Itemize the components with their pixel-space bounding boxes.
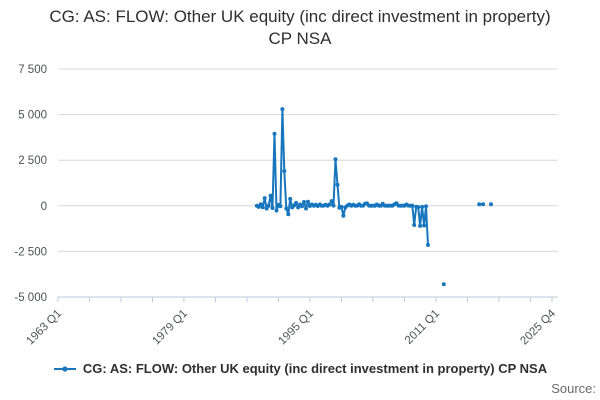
data-point-marker xyxy=(284,206,289,211)
x-tick-label: 1995 Q1 xyxy=(276,308,316,348)
data-point-marker xyxy=(477,202,482,207)
legend-series-label: CG: AS: FLOW: Other UK equity (inc direc… xyxy=(82,361,548,376)
data-point-marker xyxy=(329,199,334,204)
data-point-marker xyxy=(288,196,293,201)
data-point-marker xyxy=(489,202,493,207)
data-point-marker xyxy=(410,203,415,208)
data-point-marker xyxy=(424,204,428,209)
data-point-marker xyxy=(272,131,277,136)
data-point-marker xyxy=(302,200,306,204)
y-tick-label: -5 000 xyxy=(14,292,47,304)
x-axis: 1963 Q1 1979 Q1 1995 Q1 2011 Q1 2025 Q4 xyxy=(24,296,559,348)
data-point-marker xyxy=(416,205,421,210)
data-point-marker xyxy=(331,203,336,208)
chart-title: CG: AS: FLOW: Other UK equity (inc direc… xyxy=(49,7,551,49)
data-point-marker xyxy=(282,169,287,174)
series-path xyxy=(256,108,429,246)
data-point-marker xyxy=(339,204,344,209)
data-point-marker xyxy=(258,202,263,207)
data-point-marker xyxy=(420,204,425,209)
data-point-marker xyxy=(270,206,275,210)
data-point-marker xyxy=(262,196,267,201)
data-point-marker xyxy=(260,205,265,210)
x-tick-label: 1963 Q1 xyxy=(24,308,64,348)
data-point-marker xyxy=(327,202,332,207)
y-axis-labels: 7 500 5 000 2 500 0 -2 500 -5 000 xyxy=(14,64,47,304)
legend-item[interactable]: CG: AS: FLOW: Other UK equity (inc direc… xyxy=(0,361,600,376)
data-point-marker xyxy=(274,208,279,213)
data-point-marker xyxy=(426,243,430,247)
y-tick-label: 2 500 xyxy=(18,155,47,167)
legend-series-marker-icon xyxy=(53,365,76,372)
data-point-marker xyxy=(286,212,291,217)
gridlines xyxy=(58,68,558,252)
data-point-marker xyxy=(268,193,273,198)
y-tick-label: 7 500 xyxy=(18,64,47,76)
data-point-marker xyxy=(306,199,310,204)
x-tick-label: 2011 Q1 xyxy=(403,308,442,347)
data-point-marker xyxy=(304,206,308,211)
y-tick-label: 5 000 xyxy=(18,110,47,122)
data-point-marker xyxy=(335,182,340,187)
data-point-marker xyxy=(481,202,486,207)
data-point-marker xyxy=(333,157,338,162)
data-point-marker xyxy=(266,203,271,208)
data-point-marker xyxy=(412,223,417,227)
data-point-marker xyxy=(441,282,446,287)
x-tick-label: 1979 Q1 xyxy=(150,308,190,348)
y-tick-label: -2 500 xyxy=(14,246,47,258)
data-point-marker xyxy=(341,213,346,218)
data-point-marker xyxy=(418,223,423,228)
data-point-marker xyxy=(280,107,285,112)
source-label: Source: xyxy=(551,381,596,396)
data-point-marker xyxy=(296,205,301,210)
data-point-marker xyxy=(300,204,304,209)
y-tick-label: 0 xyxy=(41,201,47,213)
series-line xyxy=(254,107,493,287)
data-point-marker xyxy=(422,223,427,228)
data-point-marker xyxy=(278,204,283,209)
data-point-marker xyxy=(294,200,299,205)
x-tick-label: 2025 Q4 xyxy=(518,307,558,347)
